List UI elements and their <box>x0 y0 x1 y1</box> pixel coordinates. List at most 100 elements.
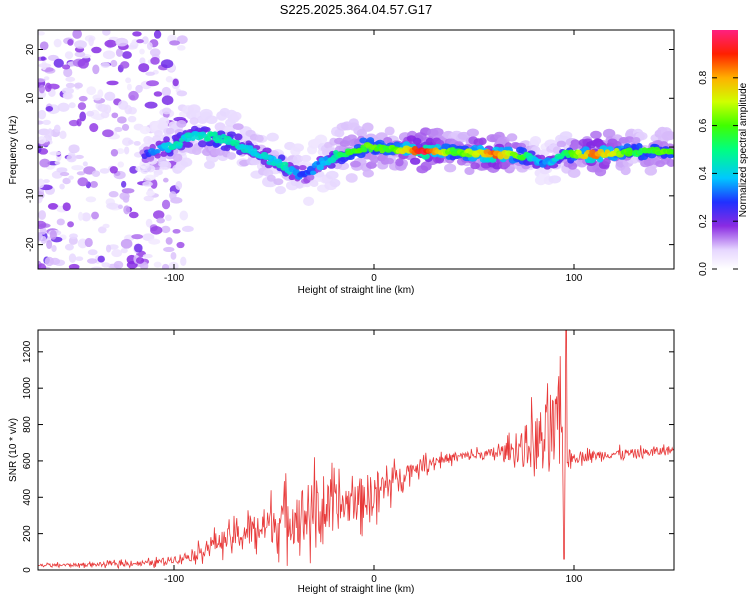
noise-cell <box>72 30 82 39</box>
noise-cell <box>165 214 172 222</box>
noise-cell <box>74 51 86 58</box>
noise-cell <box>65 82 75 89</box>
colorbar-ticks: 0.0 0.2 0.4 0.6 0.8 <box>698 70 738 276</box>
noise-cell <box>74 82 83 89</box>
noise-cell <box>176 241 185 249</box>
noise-cell <box>51 170 63 179</box>
ridge-cell <box>190 110 202 119</box>
noise-cell <box>175 181 183 190</box>
ridge-cell <box>384 126 395 136</box>
noise-cell <box>177 44 186 51</box>
noise-cell <box>131 234 144 240</box>
spectrogram-cells <box>38 30 674 269</box>
ridge-cell <box>329 178 341 188</box>
noise-cell <box>38 109 47 120</box>
noise-cell <box>91 211 99 220</box>
ridge-cell <box>444 163 457 173</box>
noise-cell <box>92 64 100 75</box>
noise-cell <box>38 78 46 83</box>
y-tick-label: 0 <box>22 567 33 573</box>
noise-cell <box>47 203 59 210</box>
ridge-cell <box>189 117 199 125</box>
noise-cell <box>38 90 47 100</box>
ridge-cell <box>563 149 570 155</box>
noise-cell <box>133 140 141 146</box>
noise-cell <box>81 212 91 222</box>
noise-cell <box>68 102 76 109</box>
noise-cell <box>120 247 128 254</box>
ridge-cell <box>292 143 304 152</box>
noise-cell <box>144 101 158 109</box>
noise-cell <box>86 86 97 96</box>
noise-cell <box>162 107 172 115</box>
noise-cell <box>39 41 49 51</box>
ridge-cell <box>172 153 183 162</box>
noise-cell <box>85 196 97 203</box>
noise-cell <box>68 144 80 154</box>
noise-cell <box>104 91 116 101</box>
ridge-cell <box>233 139 240 145</box>
ridge-cell <box>165 142 172 147</box>
y-tick-label: 600 <box>22 452 33 469</box>
noise-cell <box>68 263 80 269</box>
noise-cell <box>181 225 194 232</box>
y-tick-label: -20 <box>25 237 36 252</box>
noise-cell <box>39 158 51 168</box>
noise-cell <box>143 195 154 202</box>
noise-cell <box>145 190 155 197</box>
y-tick-label: 0 <box>25 144 36 150</box>
noise-cell <box>134 243 143 253</box>
ridge-cell <box>273 178 284 186</box>
ridge-cell <box>663 130 674 141</box>
ridge-cell <box>470 162 480 170</box>
ridge-cell <box>636 142 643 150</box>
figure-title: S225.2025.364.04.57.G17 <box>280 2 433 17</box>
noise-cell <box>150 56 160 65</box>
noise-cell <box>76 118 82 127</box>
ridge-cell <box>471 144 479 151</box>
ridge-cell <box>548 175 562 184</box>
noise-cell <box>89 123 99 133</box>
noise-cell <box>102 30 111 36</box>
noise-cell <box>124 146 130 155</box>
noise-cell <box>45 106 54 112</box>
ridge-cell <box>154 129 163 138</box>
x-tick-label: -100 <box>164 273 184 284</box>
noise-cell <box>38 31 45 36</box>
ridge-cell <box>227 152 237 160</box>
ridge-cell <box>430 127 444 137</box>
noise-cell <box>101 262 111 268</box>
noise-cell <box>163 246 175 253</box>
noise-cell <box>97 89 104 98</box>
noise-cell <box>150 225 163 235</box>
noise-cell <box>77 102 87 111</box>
noise-cell <box>160 59 174 69</box>
ridge-cell <box>556 140 567 148</box>
noise-cell <box>169 191 177 200</box>
ridge-cell <box>310 170 317 176</box>
ridge-cell <box>666 158 674 167</box>
snr-series-line <box>38 330 674 570</box>
noise-cell <box>39 226 47 235</box>
noise-cell <box>44 256 55 267</box>
noise-cell <box>161 86 171 97</box>
ridge-cell <box>325 170 339 180</box>
noise-cell <box>170 251 177 260</box>
noise-cell <box>161 263 170 269</box>
noise-cell <box>38 63 52 68</box>
ridge-cell <box>466 128 479 138</box>
noise-cell <box>117 204 123 210</box>
noise-cell <box>121 123 130 131</box>
noise-cell <box>141 36 149 45</box>
ridge-cell <box>303 196 315 206</box>
noise-cell <box>127 115 137 123</box>
noise-cell <box>153 261 162 268</box>
ridge-cell <box>362 169 374 178</box>
ridge-cell <box>158 116 170 127</box>
noise-cell <box>128 211 139 219</box>
colorbar-tick-label: 0.2 <box>698 214 709 228</box>
ridge-cell <box>177 141 184 147</box>
noise-cell <box>54 160 61 165</box>
noise-cell <box>38 120 44 125</box>
colorbar-gradient <box>712 30 738 269</box>
